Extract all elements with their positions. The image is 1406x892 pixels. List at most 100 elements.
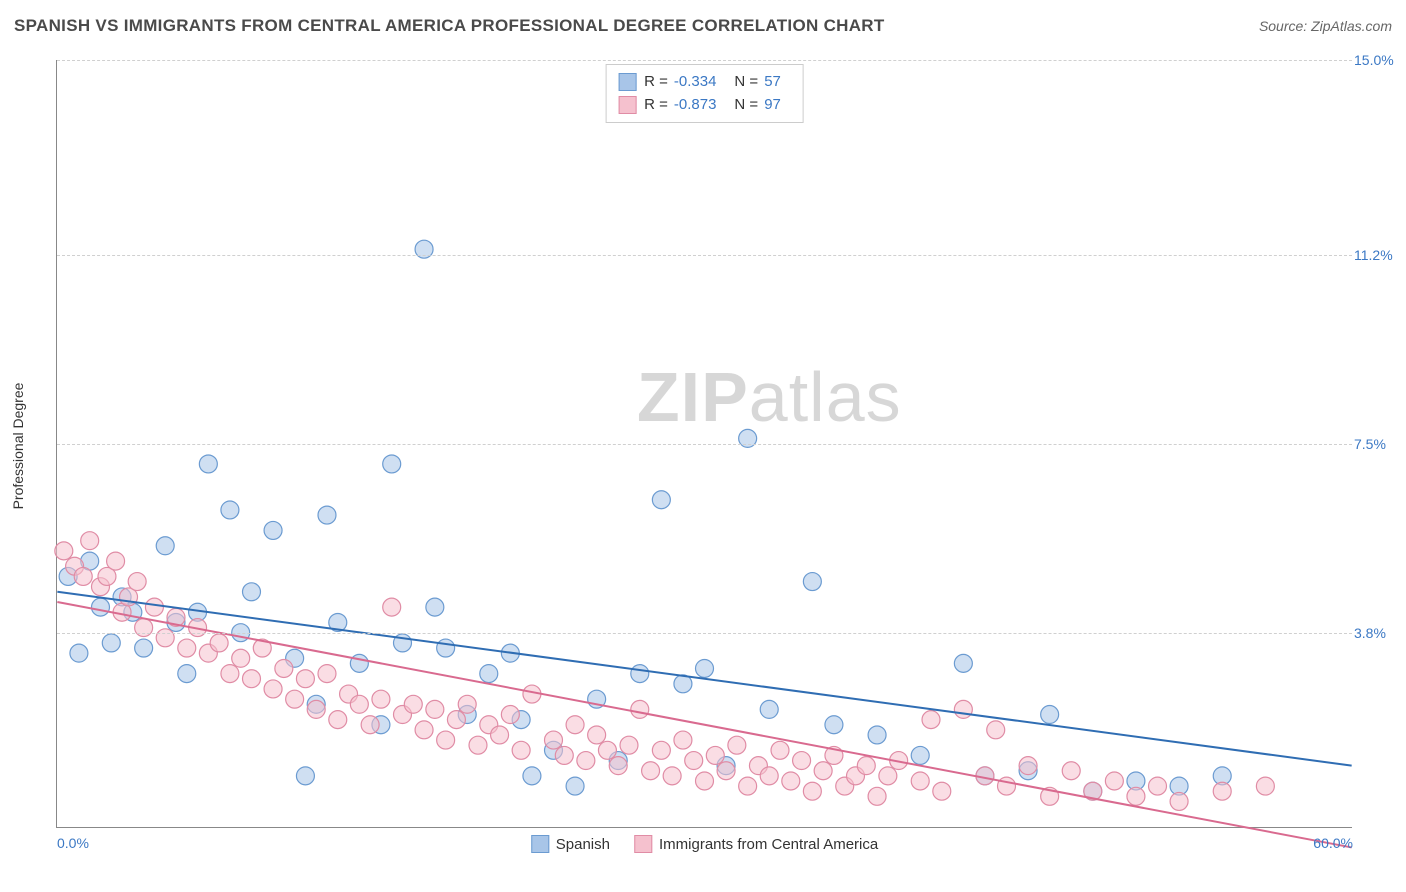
y-tick-label: 15.0%: [1354, 52, 1402, 68]
scatter-point: [221, 501, 239, 519]
scatter-point: [361, 716, 379, 734]
legend-label: Spanish: [556, 836, 610, 853]
scatter-point: [566, 716, 584, 734]
scatter-point: [857, 757, 875, 775]
scatter-point: [696, 659, 714, 677]
scatter-point: [868, 726, 886, 744]
scatter-point: [922, 711, 940, 729]
scatter-point: [383, 455, 401, 473]
scatter-point: [275, 659, 293, 677]
scatter-point: [91, 598, 109, 616]
n-label: N =: [734, 71, 758, 94]
scatter-point: [232, 649, 250, 667]
scatter-point: [264, 521, 282, 539]
scatter-point: [760, 700, 778, 718]
scatter-point: [803, 573, 821, 591]
scatter-point: [1019, 757, 1037, 775]
x-tick-label: 0.0%: [57, 835, 89, 851]
scatter-point: [598, 741, 616, 759]
scatter-point: [296, 670, 314, 688]
scatter-point: [782, 772, 800, 790]
legend-item: Immigrants from Central America: [634, 835, 878, 853]
scatter-point: [1256, 777, 1274, 795]
correlation-stats-box: R =-0.334N =57R =-0.873N =97: [605, 64, 804, 123]
scatter-point: [609, 757, 627, 775]
scatter-point: [523, 767, 541, 785]
scatter-point: [1213, 782, 1231, 800]
scatter-point: [545, 731, 563, 749]
legend-swatch: [531, 835, 549, 853]
scatter-point: [210, 634, 228, 652]
scatter-point: [642, 762, 660, 780]
n-value: 97: [764, 94, 781, 117]
grid-line: [57, 255, 1352, 256]
scatter-point: [264, 680, 282, 698]
scatter-point: [286, 690, 304, 708]
scatter-point: [74, 567, 92, 585]
scatter-point: [480, 665, 498, 683]
scatter-point: [652, 741, 670, 759]
scatter-point: [1170, 792, 1188, 810]
n-value: 57: [764, 71, 781, 94]
y-axis-label: Professional Degree: [10, 383, 26, 510]
scatter-point: [631, 700, 649, 718]
scatter-point: [1149, 777, 1167, 795]
scatter-point: [1127, 787, 1145, 805]
scatter-point: [156, 537, 174, 555]
scatter-point: [178, 665, 196, 683]
y-tick-label: 7.5%: [1354, 436, 1402, 452]
scatter-point: [107, 552, 125, 570]
scatter-point: [296, 767, 314, 785]
scatter-point: [307, 700, 325, 718]
scatter-point: [954, 700, 972, 718]
scatter-point: [739, 777, 757, 795]
source-label: Source: ZipAtlas.com: [1259, 18, 1392, 34]
scatter-point: [70, 644, 88, 662]
y-tick-label: 3.8%: [1354, 625, 1402, 641]
scatter-point: [1062, 762, 1080, 780]
scatter-point: [55, 542, 73, 560]
scatter-point: [81, 532, 99, 550]
r-label: R =: [644, 94, 668, 117]
n-label: N =: [734, 94, 758, 117]
scatter-point: [156, 629, 174, 647]
r-label: R =: [644, 71, 668, 94]
scatter-point: [987, 721, 1005, 739]
scatter-point: [803, 782, 821, 800]
scatter-point: [706, 746, 724, 764]
scatter-point: [717, 762, 735, 780]
scatter-point: [1105, 772, 1123, 790]
scatter-point: [879, 767, 897, 785]
scatter-point: [404, 695, 422, 713]
legend-swatch: [618, 73, 636, 91]
chart-header: SPANISH VS IMMIGRANTS FROM CENTRAL AMERI…: [14, 16, 1392, 36]
scatter-point: [318, 665, 336, 683]
scatter-point: [426, 700, 444, 718]
scatter-point: [458, 695, 476, 713]
scatter-point: [469, 736, 487, 754]
chart-title: SPANISH VS IMMIGRANTS FROM CENTRAL AMERI…: [14, 16, 885, 36]
scatter-point: [566, 777, 584, 795]
r-value: -0.873: [674, 94, 717, 117]
scatter-point: [426, 598, 444, 616]
scatter-point: [911, 772, 929, 790]
stats-row: R =-0.334N =57: [618, 71, 791, 94]
scatter-point: [814, 762, 832, 780]
plot-area: ZIPatlas R =-0.334N =57R =-0.873N =97 Sp…: [56, 60, 1352, 828]
scatter-point: [685, 752, 703, 770]
scatter-point: [383, 598, 401, 616]
scatter-point: [128, 573, 146, 591]
scatter-point: [329, 711, 347, 729]
scatter-point: [577, 752, 595, 770]
scatter-point: [620, 736, 638, 754]
scatter-point: [674, 731, 692, 749]
scatter-point: [728, 736, 746, 754]
scatter-point: [501, 706, 519, 724]
scatter-point: [199, 455, 217, 473]
scatter-point: [555, 746, 573, 764]
legend-item: Spanish: [531, 835, 610, 853]
scatter-point: [221, 665, 239, 683]
scatter-point: [350, 695, 368, 713]
scatter-point: [372, 690, 390, 708]
grid-line: [57, 444, 1352, 445]
